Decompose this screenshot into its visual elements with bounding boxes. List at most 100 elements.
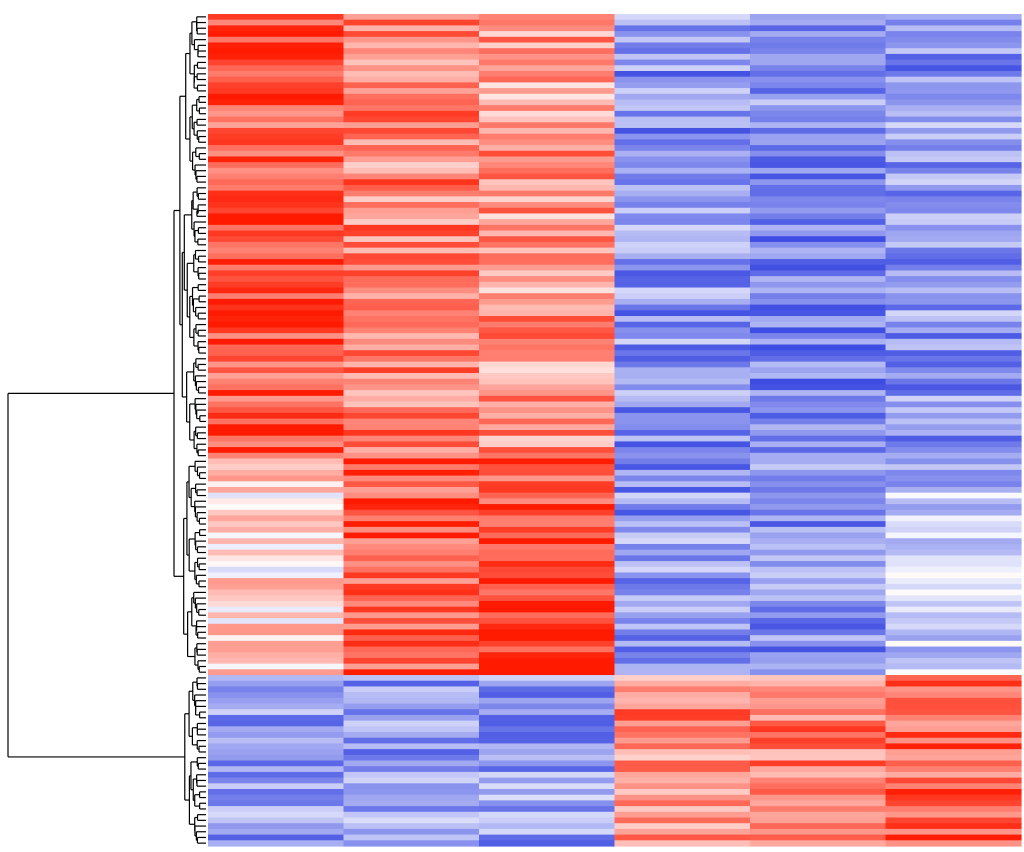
heatmap-cell xyxy=(343,424,480,431)
heatmap-cell xyxy=(614,264,751,272)
heatmap-cell xyxy=(885,333,1022,340)
heatmap-cell xyxy=(343,817,480,824)
heatmap-cell xyxy=(343,407,480,414)
heatmap-cell xyxy=(750,817,887,824)
heatmap-cell xyxy=(750,726,887,733)
heatmap-cell xyxy=(343,247,480,254)
heatmap-cell xyxy=(614,583,751,591)
heatmap-cell xyxy=(479,686,616,693)
heatmap-cell xyxy=(479,156,616,163)
heatmap-cell xyxy=(885,549,1022,556)
heatmap-cell xyxy=(208,777,345,784)
heatmap-cell xyxy=(208,162,345,169)
heatmap-cell xyxy=(750,207,887,215)
heatmap-cell xyxy=(614,70,751,78)
heatmap-cell xyxy=(614,293,751,300)
heatmap-cell xyxy=(885,646,1022,653)
heatmap-cell xyxy=(208,697,345,705)
heatmap-cell xyxy=(614,504,751,511)
heatmap-cell xyxy=(479,202,616,209)
heatmap-cell xyxy=(750,509,887,517)
heatmap-cell xyxy=(479,794,616,802)
heatmap-cell xyxy=(208,173,345,180)
heatmap-cell xyxy=(343,543,480,551)
heatmap-cell xyxy=(343,264,480,272)
heatmap-cell xyxy=(750,532,887,539)
heatmap-cell xyxy=(343,88,480,95)
heatmap-cell xyxy=(479,19,616,26)
heatmap-cell xyxy=(208,236,345,243)
heatmap-cell xyxy=(479,316,616,323)
heatmap-cell xyxy=(479,361,616,368)
heatmap-cell xyxy=(614,281,751,289)
heatmap-cell xyxy=(750,281,887,289)
heatmap-cell xyxy=(208,310,345,317)
heatmap-cell xyxy=(614,88,751,95)
heatmap-cell xyxy=(479,555,616,562)
heatmap-cell xyxy=(208,492,345,499)
heatmap-cell xyxy=(208,669,345,676)
heatmap-cell xyxy=(343,578,480,585)
heatmap-cell xyxy=(750,344,887,351)
heatmap-cell xyxy=(343,42,480,49)
heatmap-cell xyxy=(208,316,345,323)
heatmap-cell xyxy=(208,327,345,334)
heatmap-cell xyxy=(750,304,887,311)
heatmap-cell xyxy=(343,600,480,608)
heatmap-cell xyxy=(343,840,480,847)
heatmap-cell xyxy=(885,794,1022,802)
heatmap-cell xyxy=(750,589,887,596)
heatmap-cell xyxy=(885,287,1022,294)
heatmap-cell xyxy=(750,606,887,613)
heatmap-cell xyxy=(343,509,480,517)
heatmap-cell xyxy=(479,373,616,380)
heatmap-cell xyxy=(885,817,1022,824)
heatmap-cell xyxy=(208,298,345,306)
heatmap-cell xyxy=(479,412,616,420)
heatmap-cell xyxy=(614,469,751,477)
heatmap-cell xyxy=(885,384,1022,391)
heatmap-cell xyxy=(885,766,1022,773)
heatmap-cell xyxy=(343,367,480,374)
heatmap-cell xyxy=(479,401,616,408)
heatmap-cell xyxy=(885,276,1022,283)
heatmap-cell xyxy=(885,726,1022,733)
heatmap-cell xyxy=(885,412,1022,420)
heatmap-cell xyxy=(479,418,616,425)
heatmap-cell xyxy=(479,99,616,106)
heatmap-cell xyxy=(343,834,480,841)
heatmap-cell xyxy=(208,281,345,289)
heatmap-cell xyxy=(614,680,751,688)
heatmap-cell xyxy=(750,418,887,425)
heatmap-cell xyxy=(208,202,345,209)
heatmap-cell xyxy=(614,697,751,705)
heatmap-cell xyxy=(750,806,887,813)
heatmap-cell xyxy=(343,316,480,323)
heatmap-cell xyxy=(614,675,751,682)
heatmap-cell xyxy=(343,549,480,556)
heatmap-cell xyxy=(479,652,616,659)
heatmap-cell xyxy=(614,19,751,26)
heatmap-cell xyxy=(885,481,1022,488)
heatmap-cell xyxy=(343,703,480,710)
heatmap-cell xyxy=(343,515,480,522)
heatmap-cell xyxy=(343,464,480,471)
heatmap-cell xyxy=(343,173,480,180)
heatmap-cell xyxy=(750,110,887,118)
heatmap-cell xyxy=(479,424,616,431)
heatmap-cell xyxy=(750,680,887,688)
heatmap-cell xyxy=(343,486,480,494)
heatmap-cell xyxy=(208,270,345,277)
heatmap-cell xyxy=(885,657,1022,665)
heatmap-cell xyxy=(343,162,480,169)
heatmap-cell xyxy=(885,532,1022,539)
heatmap-cell xyxy=(750,640,887,648)
heatmap-cell xyxy=(885,202,1022,209)
heatmap-cell xyxy=(479,492,616,499)
heatmap-cell xyxy=(614,475,751,482)
heatmap-cell xyxy=(750,789,887,796)
heatmap-cell xyxy=(885,264,1022,272)
heatmap-cell xyxy=(479,640,616,648)
heatmap-cell xyxy=(208,99,345,106)
heatmap-cell xyxy=(885,93,1022,101)
